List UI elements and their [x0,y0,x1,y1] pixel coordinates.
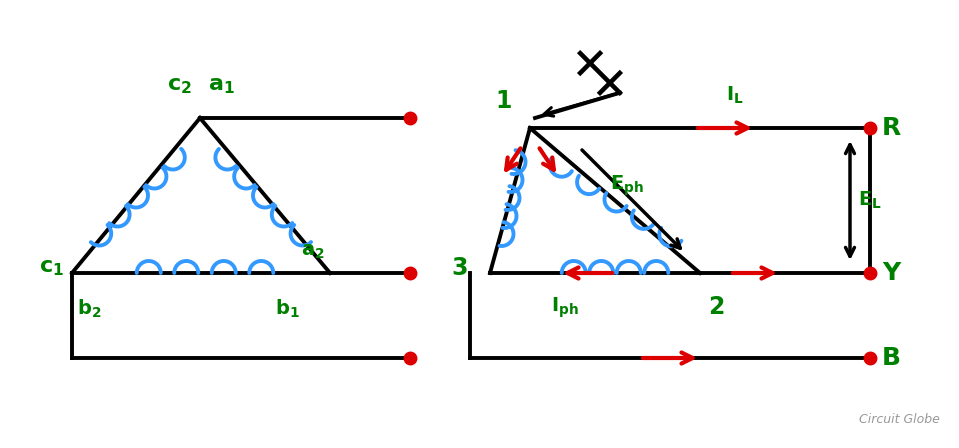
Text: $\mathbf{a_2}$: $\mathbf{a_2}$ [301,242,325,261]
Text: Y: Y [882,261,901,285]
Text: $\mathbf{E_L}$: $\mathbf{E_L}$ [858,190,882,211]
Text: B: B [882,346,901,370]
Text: $\mathbf{b_2}$: $\mathbf{b_2}$ [77,298,102,320]
Text: $\mathbf{b_1}$: $\mathbf{b_1}$ [275,298,300,320]
Text: 2: 2 [708,295,724,319]
Text: 3: 3 [452,256,468,280]
Text: $\mathbf{I_L}$: $\mathbf{I_L}$ [726,85,744,106]
Text: $\mathbf{c_2}$: $\mathbf{c_2}$ [167,76,192,96]
Text: $\mathbf{E_{ph}}$: $\mathbf{E_{ph}}$ [610,173,643,198]
Text: $\mathbf{c_1}$: $\mathbf{c_1}$ [39,258,64,278]
Text: R: R [882,116,901,140]
Text: Circuit Globe: Circuit Globe [859,413,940,426]
Text: 1: 1 [496,89,512,113]
Text: $\mathbf{a_1}$: $\mathbf{a_1}$ [208,76,235,96]
Text: $\mathbf{I_{ph}}$: $\mathbf{I_{ph}}$ [551,295,579,319]
